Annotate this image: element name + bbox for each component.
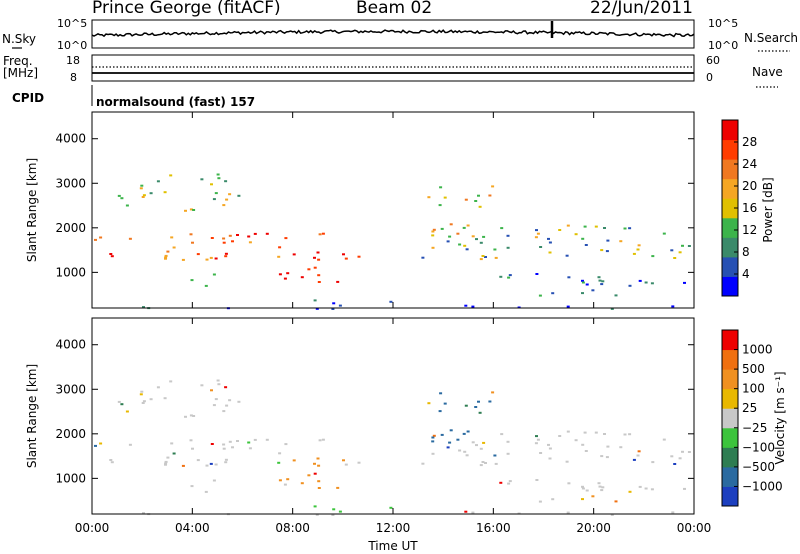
time-tick-label: 00:00 [75,521,110,535]
range-tick-label: 4000 [55,132,86,146]
colorbar-swatch [722,276,738,297]
colorbar-tick-label: 500 [742,362,765,376]
freq-unit-label: [MHz] [3,66,38,80]
power-panel: 1000 2000 3000 4000 Slant Range [km] [25,111,695,310]
nsearch-label: N.Search [744,31,798,45]
range-tick-label: 1000 [55,265,86,279]
colorbar-tick-label: 16 [742,201,757,215]
colorbar-swatch [722,198,738,219]
colorbar-tick-label: 12 [742,223,757,237]
cpid-panel: CPID normalsound (fast) 157 [12,85,255,109]
beam-title: Beam 02 [356,0,432,18]
nave-tick-high: 60 [706,54,720,67]
nsky-tick-high: 10^5 [57,17,87,30]
colorbar-tick-label: −1000 [742,479,783,493]
nave-label: Nave [752,65,783,79]
colorbar-swatch [722,349,738,370]
nsky-panel: N.Sky 10^5 10^0 10^5 10^0 N.Search [2,17,798,52]
nsearch-tick-high: 10^5 [708,17,738,30]
range-tick-label: 2000 [55,427,86,441]
time-axis-label: Time UT [367,539,418,553]
velocity-panel: 1000 2000 3000 4000 Slant Range [km] [25,317,695,516]
range-tick-label: 1000 [55,471,86,485]
power-colorbar-label: Power [dB] [761,177,775,242]
time-tick-label: 16:00 [476,521,511,535]
time-tick-label: 12:00 [376,521,411,535]
colorbar-swatch [722,466,738,487]
range-tick-label: 3000 [55,382,86,396]
date-title: 22/Jun/2011 [590,0,693,18]
freq-label: Freq. [3,54,33,68]
power-y-axis: 1000 2000 3000 4000 [55,132,694,279]
colorbar-tick-label: 4 [742,267,750,281]
colorbar-swatch [722,330,738,351]
station-title: Prince George (fitACF) [92,0,281,18]
colorbar-swatch [722,256,738,277]
colorbar-swatch [722,369,738,390]
velocity-colorbar-label: Velocity [m s⁻¹] [773,371,787,464]
colorbar-swatch [722,139,738,160]
colorbar-tick-label: 100 [742,382,765,396]
colorbar-swatch [722,178,738,199]
colorbar-tick-label: −100 [742,440,775,454]
range-tick-label: 3000 [55,176,86,190]
colorbar-swatch [722,120,738,141]
velocity-y-axis: 1000 2000 3000 4000 [55,338,694,485]
freq-panel: Freq. [MHz] 18 8 60 0 Nave [3,54,783,88]
time-axis: 00:00 04:00 08:00 12:00 16:00 20:00 00:00 [75,112,712,535]
colorbar-tick-label: 28 [742,135,757,149]
nsky-trace [91,29,695,38]
colorbar-tick-label: 24 [742,157,757,171]
nave-tick-low: 0 [706,71,713,84]
colorbar-swatch [722,447,738,468]
velocity-heatmap [94,379,691,516]
power-colorbar: 4 8 12 16 20 24 28 Power [dB] [721,119,775,297]
colorbar-swatch [722,408,738,429]
range-tick-label: 2000 [55,221,86,235]
velocity-y-axis-label: Slant Range [km] [25,364,39,468]
colorbar-swatch [722,388,738,409]
power-y-axis-label: Slant Range [km] [25,158,39,262]
range-tick-label: 4000 [55,338,86,352]
colorbar-swatch [722,427,738,448]
nsearch-tick-low: 10^0 [708,39,738,52]
freq-tick-low: 8 [70,71,77,84]
colorbar-swatch [722,486,738,507]
freq-tick-high: 18 [66,54,80,67]
time-tick-label: 00:00 [677,521,712,535]
colorbar-tick-label: 25 [742,401,757,415]
colorbar-tick-label: 1000 [742,343,773,357]
colorbar-tick-label: 8 [742,245,750,259]
cpid-value: normalsound (fast) 157 [96,95,255,109]
colorbar-tick-label: −500 [742,460,775,474]
colorbar-tick-label: −25 [742,421,767,435]
nsky-tick-low: 10^0 [57,39,87,52]
colorbar-swatch [722,159,738,180]
nsky-label: N.Sky [2,32,36,46]
velocity-colorbar: −1000 −500 −100 −25 25 100 500 1000 Velocity [m… [721,329,787,507]
cpid-label: CPID [12,91,44,105]
time-tick-label: 08:00 [275,521,310,535]
colorbar-swatch [722,217,738,238]
colorbar-swatch [722,237,738,258]
time-tick-label: 04:00 [175,521,210,535]
power-heatmap [94,173,691,310]
time-tick-label: 20:00 [576,521,611,535]
colorbar-tick-label: 20 [742,179,757,193]
